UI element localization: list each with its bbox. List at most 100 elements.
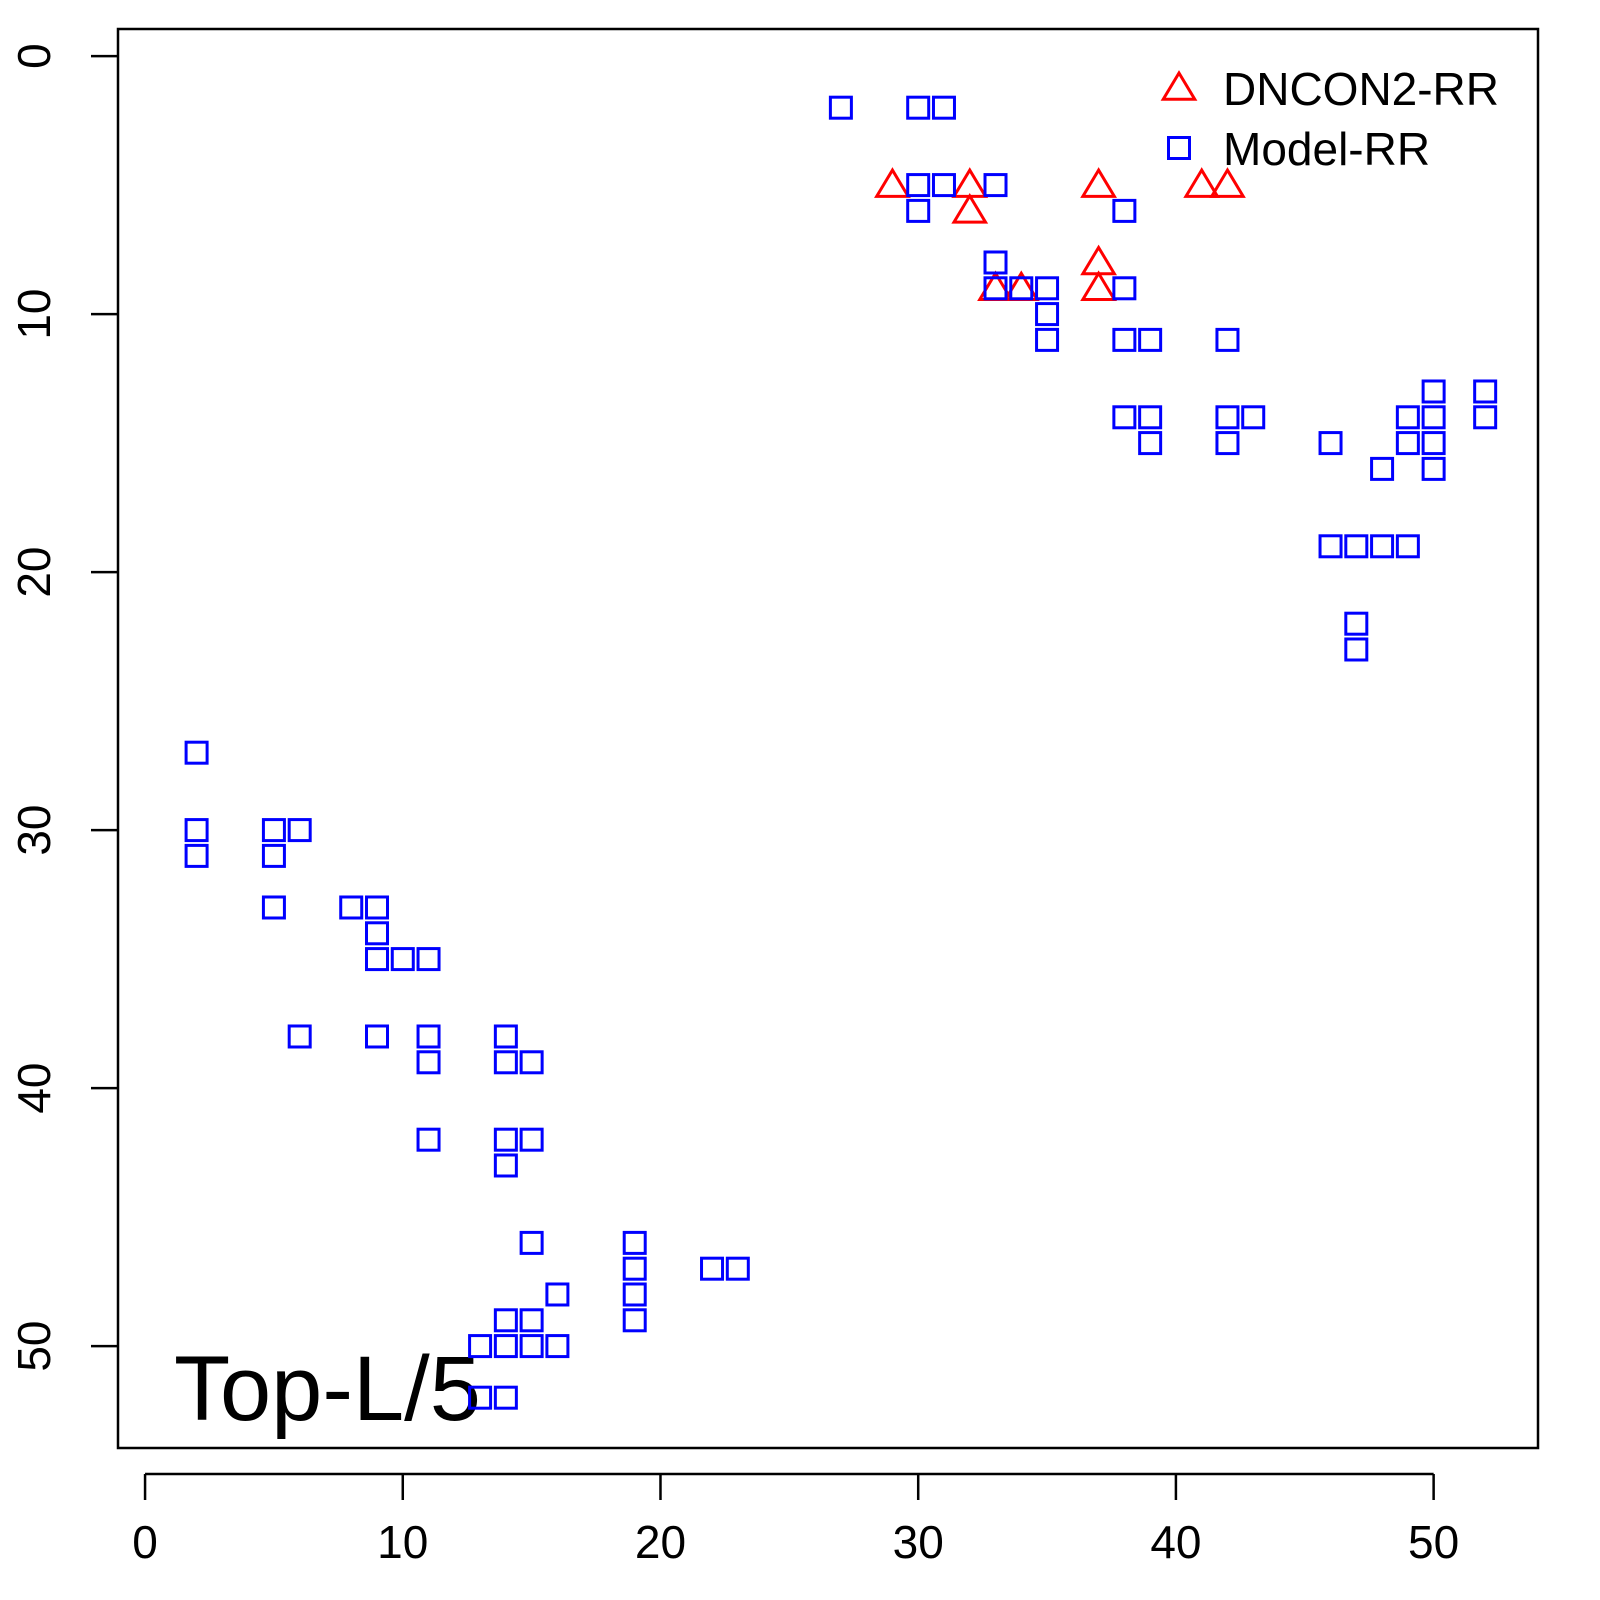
point — [468, 1385, 493, 1410]
point — [1344, 637, 1369, 662]
point — [493, 1050, 518, 1075]
point — [365, 1024, 390, 1049]
point — [828, 95, 853, 120]
point — [983, 173, 1008, 198]
point — [1009, 276, 1034, 301]
point — [261, 843, 286, 868]
point — [1473, 405, 1498, 430]
point — [261, 895, 286, 920]
point — [287, 1024, 312, 1049]
point — [493, 1334, 518, 1359]
point — [1112, 405, 1137, 430]
point — [1138, 327, 1163, 352]
point — [874, 167, 911, 198]
point — [1395, 405, 1420, 430]
point — [184, 818, 209, 843]
point — [390, 947, 415, 972]
point — [365, 947, 390, 972]
point — [493, 1024, 518, 1049]
legend-marker — [1160, 70, 1198, 101]
y-tick-label: 30 — [8, 805, 60, 856]
point — [931, 173, 956, 198]
point — [493, 1308, 518, 1333]
point — [1080, 244, 1117, 276]
point — [1112, 198, 1137, 223]
x-tick-label: 10 — [377, 1516, 428, 1568]
point — [906, 198, 931, 223]
point — [519, 1230, 544, 1255]
point — [1395, 431, 1420, 456]
point — [1035, 276, 1060, 301]
point — [951, 192, 989, 224]
point — [184, 740, 209, 765]
point — [287, 818, 312, 843]
point — [184, 843, 209, 868]
point — [1395, 534, 1420, 559]
x-tick-label: 30 — [893, 1516, 944, 1568]
point — [725, 1256, 750, 1281]
y-tick-label: 50 — [8, 1321, 60, 1372]
point — [1421, 379, 1446, 404]
x-tick-label: 0 — [132, 1516, 158, 1568]
point — [1183, 167, 1221, 198]
point — [416, 1024, 441, 1049]
point — [1318, 431, 1343, 456]
y-tick-label: 20 — [8, 547, 60, 598]
point — [1215, 327, 1240, 352]
annotation: Top-L/5 — [174, 1338, 481, 1440]
point — [519, 1127, 544, 1152]
point — [1215, 431, 1240, 456]
point — [622, 1256, 647, 1281]
point — [339, 895, 364, 920]
point — [951, 167, 989, 198]
point — [1370, 456, 1395, 481]
plot-frame — [116, 27, 1540, 1450]
point — [1344, 611, 1369, 636]
point — [1112, 327, 1137, 352]
point — [1035, 327, 1060, 352]
point — [416, 1127, 441, 1152]
point — [1080, 167, 1117, 198]
point — [622, 1308, 647, 1333]
point — [1344, 534, 1369, 559]
point — [1370, 534, 1395, 559]
point — [1421, 431, 1446, 456]
legend-label: DNCON2-RR — [1223, 63, 1499, 115]
point — [545, 1282, 570, 1307]
legend-marker — [1167, 136, 1191, 160]
point — [1318, 534, 1343, 559]
point — [931, 95, 956, 120]
point — [1209, 167, 1246, 198]
point — [416, 947, 441, 972]
point — [1421, 405, 1446, 430]
point — [1112, 276, 1137, 301]
point — [1215, 405, 1240, 430]
legend-label: Model-RR — [1223, 123, 1430, 175]
point — [493, 1385, 518, 1410]
y-tick-label: 40 — [8, 1063, 60, 1114]
x-tick-label: 20 — [635, 1516, 686, 1568]
point — [1080, 270, 1117, 302]
point — [519, 1308, 544, 1333]
point — [545, 1334, 570, 1359]
point — [365, 921, 390, 946]
point — [1138, 431, 1163, 456]
point — [983, 276, 1008, 301]
x-tick-label: 40 — [1150, 1516, 1201, 1568]
point — [622, 1230, 647, 1255]
point — [1421, 456, 1446, 481]
point — [519, 1334, 544, 1359]
x-tick-label: 50 — [1408, 1516, 1459, 1568]
point — [983, 250, 1008, 275]
point — [519, 1050, 544, 1075]
point — [261, 818, 286, 843]
point — [906, 95, 931, 120]
point — [1473, 379, 1498, 404]
point — [1138, 405, 1163, 430]
point — [365, 895, 390, 920]
point — [622, 1282, 647, 1307]
point — [906, 173, 931, 198]
point — [468, 1334, 493, 1359]
point — [1241, 405, 1266, 430]
